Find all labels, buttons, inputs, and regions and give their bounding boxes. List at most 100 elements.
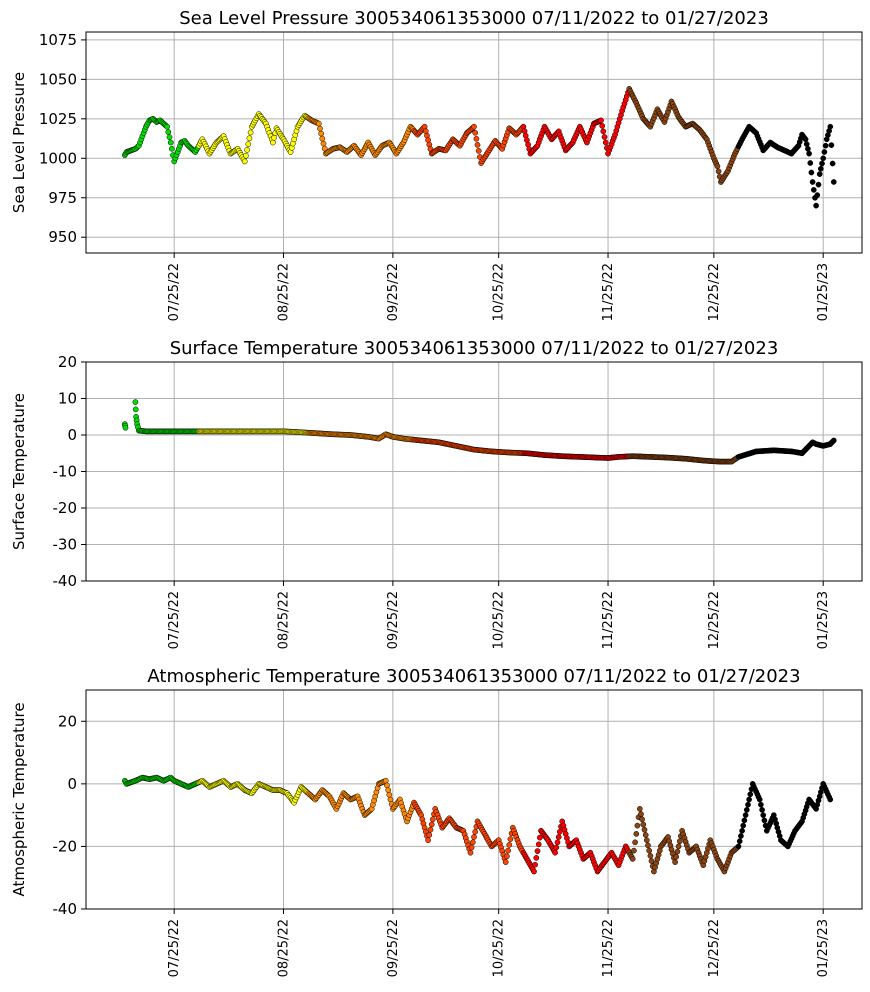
x-tick-label: 09/25/22 xyxy=(386,263,401,321)
data-point xyxy=(429,816,436,823)
data-point xyxy=(241,158,248,165)
y-axis-label: Surface Temperature xyxy=(10,393,28,550)
y-tick-label: 20 xyxy=(58,353,77,371)
data-point xyxy=(271,134,277,141)
data-point xyxy=(554,839,561,846)
chart-panel-2: -40 -30 -20 -10 0 10 20 07/25/22 08/25/22 09/25/2… xyxy=(10,338,863,649)
data-point xyxy=(638,811,644,817)
data-point xyxy=(132,399,139,405)
data-point xyxy=(632,839,638,846)
y-tick-label: -10 xyxy=(53,463,78,481)
data-point xyxy=(247,129,254,136)
y-tick-label: 975 xyxy=(48,189,77,207)
data-point xyxy=(827,123,834,130)
data-point xyxy=(742,812,749,818)
data-point xyxy=(636,806,643,812)
data-point xyxy=(808,169,815,176)
data-point xyxy=(802,136,809,143)
data-point xyxy=(634,822,641,829)
data-point xyxy=(813,202,819,209)
y-tick-label: 1000 xyxy=(39,149,77,167)
data-point xyxy=(829,160,836,167)
x-tick-label: 12/25/22 xyxy=(707,591,722,649)
y-axis-label: Atmospheric Temperature xyxy=(10,702,28,896)
data-point xyxy=(504,853,510,860)
data-point xyxy=(743,807,750,813)
data-point xyxy=(643,837,650,844)
data-point xyxy=(245,141,252,147)
data-point xyxy=(426,832,433,838)
data-point xyxy=(166,134,173,141)
data-point xyxy=(387,796,394,803)
data-point xyxy=(506,842,513,848)
x-tick-label: 09/25/22 xyxy=(386,919,401,977)
data-point xyxy=(761,817,768,824)
data-point xyxy=(471,834,477,840)
x-tick-label: 01/25/23 xyxy=(816,591,831,649)
x-tick-label: 01/25/23 xyxy=(816,263,831,321)
x-tick-label: 07/25/22 xyxy=(167,591,182,649)
data-point xyxy=(471,123,477,130)
data-point xyxy=(739,827,745,834)
data-point xyxy=(475,148,482,154)
chart-title: Sea Level Pressure 300534061353000 07/11… xyxy=(179,8,769,29)
data-point xyxy=(386,791,393,798)
y-tick-label: 1025 xyxy=(39,110,77,128)
data-point xyxy=(759,807,765,813)
x-tick-label: 07/25/22 xyxy=(167,263,182,321)
data-point xyxy=(714,163,721,170)
y-tick-label: 20 xyxy=(58,712,77,730)
data-point xyxy=(641,826,648,833)
y-tick-label: 0 xyxy=(67,775,77,793)
x-tick-label: 08/25/22 xyxy=(277,591,292,649)
x-tick-label: 11/25/22 xyxy=(601,591,616,649)
y-tick-label: 0 xyxy=(67,426,77,444)
y-tick-label: 1075 xyxy=(39,31,77,49)
data-point xyxy=(132,406,139,413)
data-point xyxy=(747,791,754,798)
data-point xyxy=(536,834,543,841)
data-point xyxy=(165,129,172,135)
data-point xyxy=(817,165,824,172)
data-point xyxy=(674,848,681,855)
data-point xyxy=(675,843,682,850)
data-point xyxy=(740,822,747,829)
x-tick-label: 11/25/22 xyxy=(601,919,616,977)
data-point xyxy=(535,841,542,848)
data-point xyxy=(384,782,390,789)
data-point xyxy=(631,847,637,854)
data-point xyxy=(473,135,480,142)
data-point xyxy=(803,141,810,147)
data-point xyxy=(646,847,653,854)
data-point xyxy=(810,187,817,193)
data-point xyxy=(639,816,645,823)
data-point xyxy=(827,796,834,803)
data-point xyxy=(385,787,392,793)
data-point xyxy=(320,140,327,147)
data-point xyxy=(168,145,175,152)
x-tick-label: 07/25/22 xyxy=(167,919,182,977)
x-tick-label: 01/25/23 xyxy=(816,919,831,977)
data-point xyxy=(640,821,647,828)
x-tick-label: 12/25/22 xyxy=(707,263,722,321)
data-point xyxy=(472,828,479,835)
data-point xyxy=(821,149,828,155)
data-point xyxy=(809,179,816,185)
data-point xyxy=(830,437,837,444)
data-point xyxy=(647,852,654,859)
data-point xyxy=(820,155,827,162)
data-point xyxy=(553,844,560,851)
data-point xyxy=(382,777,389,784)
chart-panel-1: 950 975 1000 1025 1050 1075 07/25/22 08/25/22 09… xyxy=(10,8,863,321)
x-tick-label: 10/25/22 xyxy=(492,263,507,321)
data-point xyxy=(745,801,751,808)
data-point xyxy=(167,139,174,146)
data-point xyxy=(122,424,129,431)
data-point xyxy=(756,796,763,803)
data-point xyxy=(467,849,474,856)
data-point xyxy=(819,160,825,167)
data-point xyxy=(505,847,511,854)
data-point xyxy=(672,859,678,865)
data-point xyxy=(427,826,434,833)
